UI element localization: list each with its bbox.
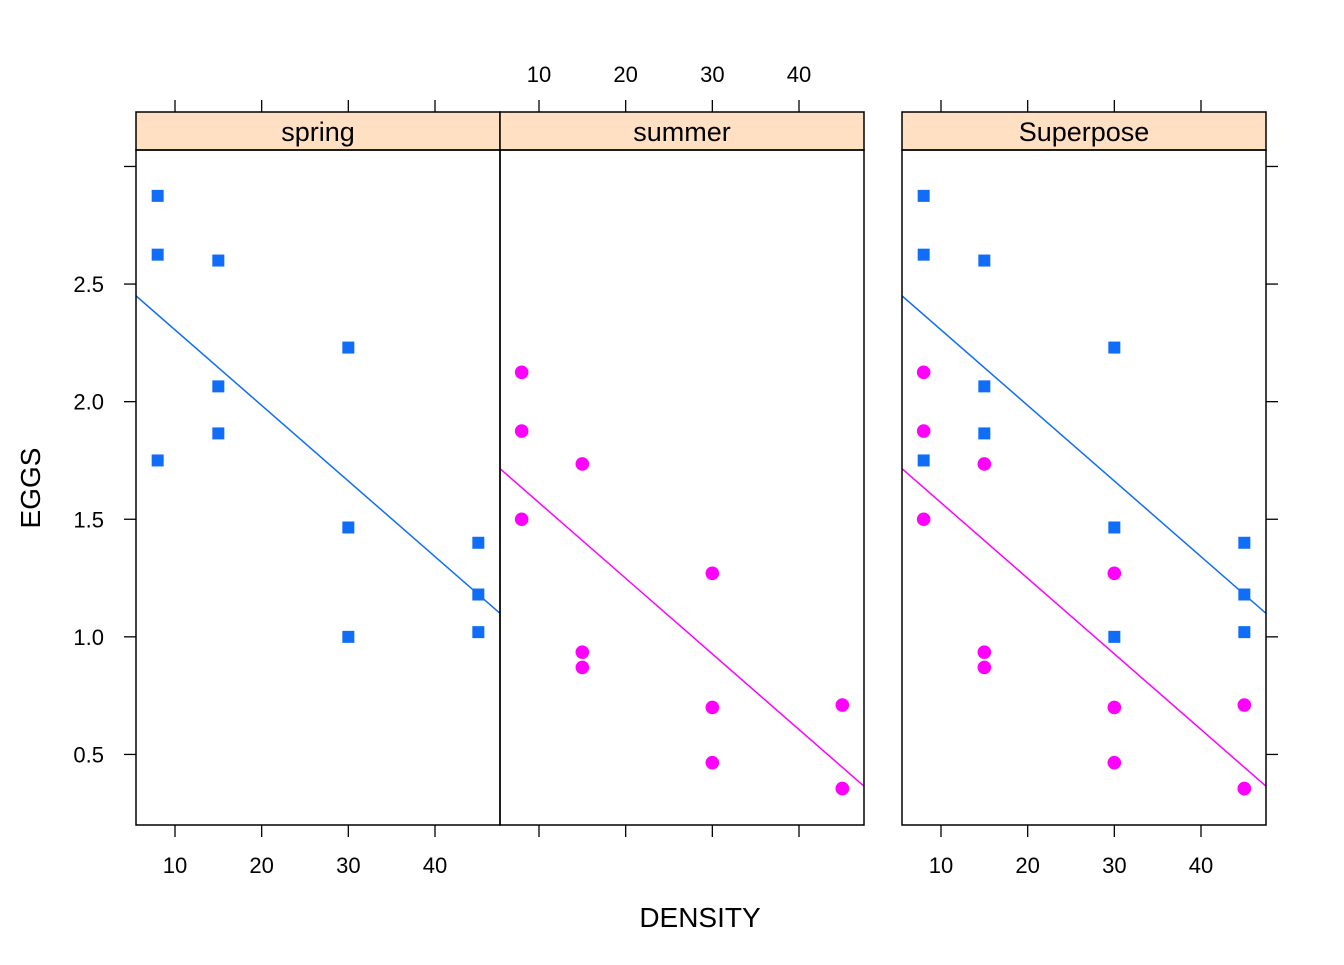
data-point-summer xyxy=(705,755,720,770)
strip-label: summer xyxy=(633,117,731,147)
data-point-spring xyxy=(472,588,485,601)
data-point-spring xyxy=(212,380,225,393)
data-point-summer xyxy=(835,698,850,712)
data-point-summer xyxy=(1237,781,1252,796)
data-point-summer xyxy=(977,660,992,675)
strip-background xyxy=(499,111,865,151)
x-tick-label: 20 xyxy=(1015,853,1039,878)
y-tick-label: 1.5 xyxy=(73,507,104,532)
x-tick-label: 30 xyxy=(336,853,360,878)
panel-border xyxy=(499,149,865,826)
y-tick-label: 1.0 xyxy=(73,625,104,650)
data-point-spring xyxy=(1108,341,1121,354)
y-axis-title: EGGS xyxy=(15,448,46,529)
strip-label: Superpose xyxy=(1019,117,1150,147)
x-tick-label: 30 xyxy=(1102,853,1126,878)
strip-label: spring xyxy=(281,117,355,147)
data-point-summer xyxy=(575,457,590,471)
data-point-summer xyxy=(1237,698,1252,712)
regression-line-summer xyxy=(902,468,1266,787)
data-point-spring xyxy=(342,630,355,643)
x-tick-label: 20 xyxy=(249,853,273,878)
data-point-spring xyxy=(917,248,930,261)
panel-border xyxy=(901,149,1267,826)
data-point-summer xyxy=(916,365,931,380)
x-tick-label: 30 xyxy=(700,62,724,87)
x-axis-title: DENSITY xyxy=(639,902,761,933)
x-tick-label: 40 xyxy=(787,62,811,87)
regression-line-spring xyxy=(136,295,500,614)
panel-spring: spring 10 20 30 40 xyxy=(135,100,501,878)
panel-data xyxy=(500,365,864,796)
data-point-summer xyxy=(835,781,850,796)
data-point-spring xyxy=(917,189,930,202)
data-point-summer xyxy=(514,365,529,380)
data-point-spring xyxy=(978,427,991,440)
strip-background xyxy=(135,111,501,151)
data-point-spring xyxy=(1238,626,1251,639)
data-point-spring xyxy=(212,254,225,267)
regression-line-spring xyxy=(902,295,1266,614)
data-point-summer xyxy=(575,660,590,675)
data-point-spring xyxy=(978,380,991,393)
data-point-spring xyxy=(978,254,991,267)
data-point-spring xyxy=(342,341,355,354)
data-point-summer xyxy=(916,512,931,527)
data-point-spring xyxy=(151,248,164,261)
x-tick-label: 10 xyxy=(163,853,187,878)
data-point-summer xyxy=(977,457,992,471)
data-point-summer xyxy=(977,645,992,659)
data-point-summer xyxy=(705,566,720,581)
x-tick-label: 40 xyxy=(1189,853,1213,878)
data-point-spring xyxy=(1238,588,1251,601)
data-point-summer xyxy=(1107,566,1122,581)
panel-superpose: Superpose 10 20 30 40 xyxy=(901,100,1267,878)
data-point-spring xyxy=(472,626,485,639)
panel-data xyxy=(902,189,1266,796)
data-point-spring xyxy=(472,536,485,549)
data-point-summer xyxy=(1107,700,1122,715)
data-point-summer xyxy=(514,424,529,438)
regression-line-summer xyxy=(500,468,864,787)
x-tick-label: 10 xyxy=(929,853,953,878)
data-point-summer xyxy=(514,512,529,527)
data-point-spring xyxy=(1108,630,1121,643)
data-point-spring xyxy=(1238,536,1251,549)
data-point-summer xyxy=(916,424,931,438)
panel-border xyxy=(135,149,501,826)
data-point-spring xyxy=(342,521,355,534)
y-tick-label: 2.5 xyxy=(73,272,104,297)
data-point-spring xyxy=(917,454,930,467)
strip-background xyxy=(901,111,1267,151)
x-tick-label: 10 xyxy=(527,62,551,87)
data-point-spring xyxy=(1108,521,1121,534)
data-point-spring xyxy=(151,454,164,467)
data-point-summer xyxy=(575,645,590,659)
data-point-summer xyxy=(1107,755,1122,770)
x-tick-label: 20 xyxy=(613,62,637,87)
y-tick-label: 0.5 xyxy=(73,742,104,767)
data-point-spring xyxy=(212,427,225,440)
data-point-summer xyxy=(705,700,720,715)
panel-data xyxy=(136,189,500,643)
y-tick-label: 2.0 xyxy=(73,390,104,415)
panel-summer: summer 10 20 30 40 xyxy=(499,62,865,837)
x-tick-label: 40 xyxy=(423,853,447,878)
data-point-spring xyxy=(151,189,164,202)
